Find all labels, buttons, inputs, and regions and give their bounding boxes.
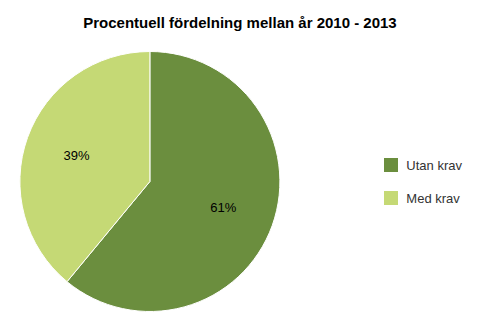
html-text:Procentuell fördelning mellan: Procentuell fördelning mellan år 2010 - … [83, 14, 397, 31]
html-text:Med krav: Med krav [406, 190, 460, 206]
svg-text:39%: 39% [63, 148, 89, 163]
svg-text:61%: 61% [210, 200, 236, 215]
html-text:Utan krav: Utan krav [406, 157, 462, 173]
